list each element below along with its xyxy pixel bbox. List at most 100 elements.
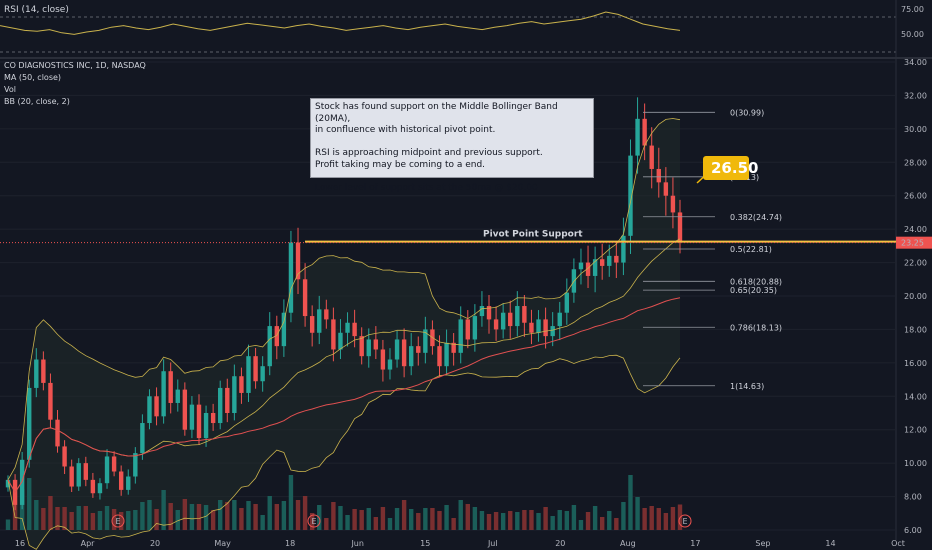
candle-body — [599, 259, 605, 266]
candle-body — [401, 339, 407, 367]
candle-body — [232, 376, 237, 413]
indicator-bb[interactable]: BB (20, close, 2) — [4, 97, 70, 106]
volume-bar — [189, 504, 195, 530]
ma50-line — [7, 297, 681, 494]
volume-bar — [592, 506, 598, 530]
candle-body — [225, 387, 230, 413]
candle-body — [104, 456, 110, 484]
volume-bar — [522, 510, 527, 530]
volume-bar — [536, 513, 541, 530]
volume-bar — [126, 511, 131, 530]
candle-body — [239, 376, 244, 393]
volume-bar — [401, 500, 407, 530]
candle-body — [55, 419, 60, 447]
volume-bar — [508, 511, 513, 530]
price-callout[interactable]: 26.50 — [696, 156, 758, 184]
volume-bar — [324, 518, 329, 530]
candle-body — [536, 319, 541, 333]
volume-bar — [359, 510, 364, 530]
volume-bar — [288, 475, 294, 530]
candle-body — [642, 118, 647, 146]
volume-bar — [635, 497, 640, 530]
candle-body — [614, 255, 619, 263]
volume-bar — [281, 501, 287, 530]
volume-bar — [458, 500, 463, 530]
volume-bar — [614, 518, 619, 530]
volume-bar — [41, 508, 46, 530]
candle-body — [331, 319, 336, 350]
volume-bar — [161, 490, 166, 530]
symbol-title[interactable]: CO DIAGNOSTICS INC, 1D, NASDAQ — [4, 61, 146, 70]
candle-body — [529, 322, 534, 333]
candle-body — [416, 346, 421, 353]
candle-body — [182, 389, 188, 430]
candle-body — [203, 413, 209, 439]
time-axis[interactable]: 16 Apr 20 May 18 Jun 15 Jul 20 Aug 17 Sep 14 Oct — [15, 539, 905, 548]
candle-body — [444, 342, 449, 367]
time-tick-label: Oct — [891, 539, 905, 548]
volume-bar — [352, 509, 357, 530]
volume-bar — [437, 511, 442, 530]
volume-bar — [196, 504, 202, 530]
time-tick-label: 17 — [690, 539, 700, 548]
price-tick-label: 6.00 — [904, 526, 922, 535]
volume-bar — [642, 508, 647, 530]
candle-body — [592, 259, 598, 276]
candle-body — [48, 382, 53, 420]
volume-bar — [338, 506, 343, 530]
volume-bar — [387, 518, 393, 530]
candle-body — [324, 309, 329, 320]
time-tick-label: 14 — [825, 539, 835, 548]
candle-body — [472, 316, 478, 340]
volume-bar — [246, 501, 251, 530]
indicator-vol[interactable]: Vol — [4, 85, 16, 94]
candle-body — [515, 306, 520, 327]
volume-bar — [550, 516, 555, 530]
volume-bar — [670, 507, 676, 530]
pivot-support-label: Pivot Point Support — [483, 230, 583, 240]
candle-body — [288, 242, 294, 313]
indicator-ma[interactable]: MA (50, close) — [4, 73, 62, 82]
earnings-marker-label: E — [311, 517, 316, 526]
rsi-label: RSI (14, close) — [4, 5, 69, 15]
price-axis[interactable]: 34.00 32.00 30.00 28.00 26.00 24.00 22.00 20.00… — [904, 58, 927, 535]
volume-bar — [76, 506, 81, 530]
candle-body — [253, 356, 258, 382]
volume-bar — [486, 514, 492, 530]
volume-bar — [479, 511, 485, 530]
price-tick-label: 16.00 — [904, 359, 927, 368]
time-tick-label: Sep — [755, 539, 770, 548]
candle-body — [508, 312, 513, 327]
volume-bar — [416, 513, 421, 530]
fib-level-label: 0.786(18.13) — [730, 323, 782, 332]
candle-body — [111, 456, 117, 472]
analysis-note[interactable]: Stock has found support on the Middle Bo… — [310, 98, 594, 193]
fib-level-label: 0.65(20.35) — [730, 286, 777, 295]
candle-body — [189, 404, 195, 430]
candle-body — [133, 453, 138, 477]
volume-bar — [218, 500, 223, 530]
candle-body — [649, 145, 654, 169]
time-tick-label: May — [214, 539, 231, 548]
fib-retracement[interactable]: 0(30.99)(27.13)0.382(24.74)0.5(22.81)0.6… — [643, 108, 782, 391]
analysis-note-text: Stock has found support on the Middle Bo… — [315, 102, 558, 193]
volume-bar — [585, 512, 591, 530]
volume-bar — [543, 507, 548, 530]
candle-body — [196, 404, 202, 439]
candle-body — [267, 326, 272, 367]
volume-bar — [253, 504, 258, 530]
volume-bar — [97, 511, 103, 530]
bollinger-fill — [8, 118, 680, 550]
volume-bar — [260, 515, 265, 530]
volume-bar — [451, 518, 456, 530]
volume-bar — [203, 505, 209, 530]
volume-bar — [83, 506, 89, 530]
candle-body — [302, 279, 308, 317]
candle-body — [317, 309, 322, 333]
volume-bar — [5, 519, 11, 530]
candle-body — [168, 371, 173, 403]
time-tick-label: 15 — [420, 539, 430, 548]
fib-level-label: 0.382(24.74) — [730, 213, 782, 222]
